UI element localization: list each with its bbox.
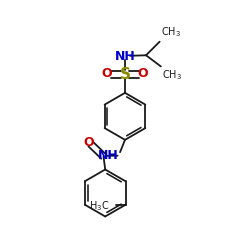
Text: NH: NH	[114, 50, 136, 63]
Text: O: O	[84, 136, 94, 149]
Text: NH: NH	[98, 149, 119, 162]
Text: H$_3$C: H$_3$C	[89, 199, 110, 213]
Text: O: O	[102, 67, 112, 80]
Text: O: O	[138, 67, 148, 80]
Text: S: S	[120, 67, 130, 82]
Text: CH$_3$: CH$_3$	[162, 68, 182, 82]
Text: CH$_3$: CH$_3$	[160, 26, 180, 39]
